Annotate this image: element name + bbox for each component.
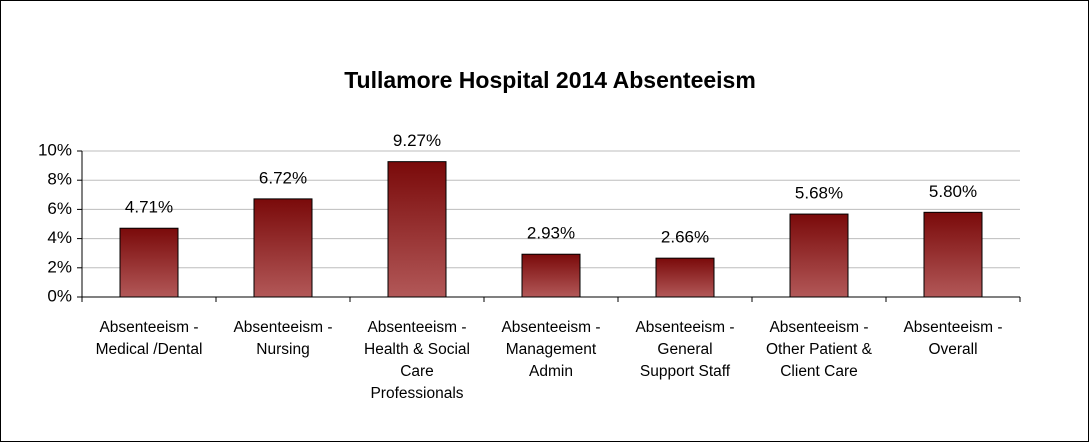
x-tick-label: Absenteeism - Health & Social Care Profe…: [364, 319, 470, 402]
bar: [521, 253, 581, 298]
y-tick-label: 4%: [47, 228, 72, 247]
bar: [923, 211, 983, 298]
data-label: 9.27%: [393, 131, 441, 150]
x-tick-label: Absenteeism - Overall: [903, 319, 1003, 358]
x-tick-label: Absenteeism - General Support Staff: [635, 319, 735, 380]
x-tick-label: Absenteeism - Medical /Dental: [95, 319, 203, 358]
bar: [253, 198, 313, 298]
x-tick-label: Absenteeism - Nursing: [233, 319, 333, 358]
bar: [119, 227, 179, 298]
bar: [655, 257, 715, 298]
data-label: 6.72%: [259, 168, 307, 187]
chart-title: Tullamore Hospital 2014 Absenteeism: [344, 67, 756, 93]
data-label: 5.68%: [795, 184, 843, 203]
bar: [387, 161, 447, 298]
data-label: 2.93%: [527, 224, 575, 243]
y-tick-label: 2%: [47, 257, 72, 276]
bar: [789, 213, 849, 298]
y-tick-label: 8%: [47, 170, 72, 189]
y-tick-label: 0%: [47, 286, 72, 305]
data-label: 4.71%: [125, 198, 173, 217]
x-tick-label: Absenteeism - Management Admin: [501, 319, 601, 380]
y-tick-label: 6%: [47, 199, 72, 218]
data-label: 5.80%: [929, 182, 977, 201]
y-tick-label: 10%: [38, 140, 72, 159]
x-tick-label: Absenteeism - Other Patient & Client Car…: [766, 319, 872, 380]
data-label: 2.66%: [661, 228, 709, 247]
